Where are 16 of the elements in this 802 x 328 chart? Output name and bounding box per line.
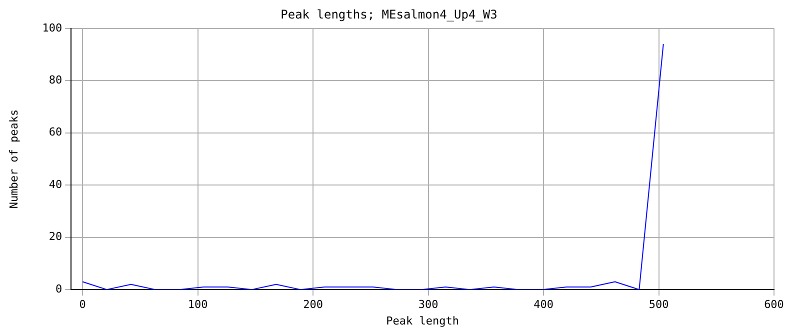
x-tick-label: 300: [418, 298, 438, 312]
x-tick-label: 0: [79, 298, 86, 312]
y-tick-label: 20: [48, 230, 62, 244]
x-tick-label: 100: [188, 298, 208, 312]
y-tick-label: 100: [42, 21, 62, 34]
y-tick-label: 40: [48, 178, 62, 191]
x-tick-label: 400: [534, 298, 554, 312]
y-tick-label: 80: [48, 74, 62, 86]
y-tick-label: 60: [48, 126, 62, 139]
y-axis-title: Number of peaks: [7, 109, 20, 209]
x-axis-title: Peak length: [386, 314, 459, 328]
chart-title: Peak lengths; MEsalmon4_Up4_W3: [280, 7, 498, 22]
y-tick-label: 0: [55, 282, 62, 296]
x-tick-label: 600: [764, 298, 784, 312]
x-tick-label: 500: [648, 298, 669, 312]
x-tick-label: 200: [303, 298, 323, 312]
